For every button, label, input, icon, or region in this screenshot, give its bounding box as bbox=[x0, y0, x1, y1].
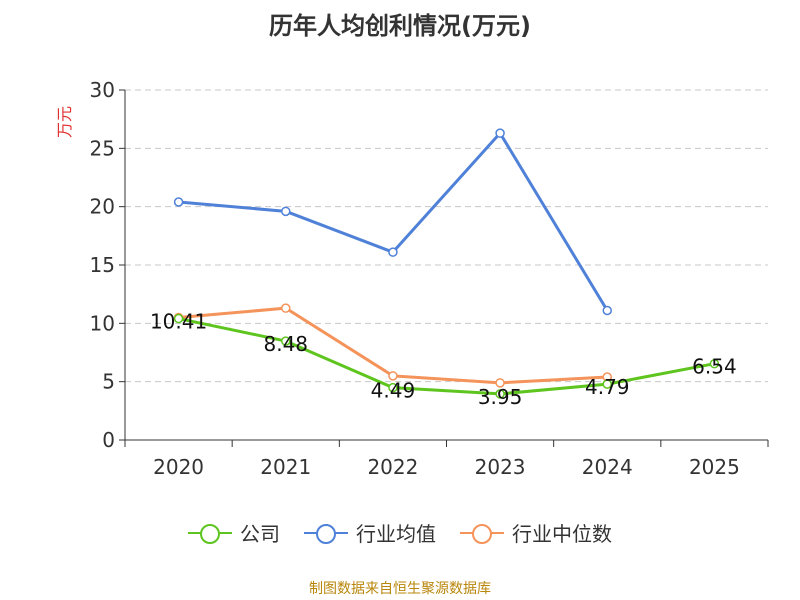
x-tick-label: 2024 bbox=[582, 455, 633, 479]
data-label-company: 6.54 bbox=[692, 355, 737, 379]
x-tick-label: 2023 bbox=[475, 455, 526, 479]
data-point-company bbox=[281, 336, 291, 346]
legend-item-industry-median[interactable]: 行业中位数 bbox=[460, 518, 612, 547]
y-tick-label: 15 bbox=[90, 253, 115, 277]
y-tick-label: 10 bbox=[90, 311, 115, 335]
data-point-company bbox=[495, 389, 505, 399]
data-label-company: 3.95 bbox=[478, 385, 523, 409]
series-line-industry-average bbox=[178, 131, 609, 312]
data-point-company bbox=[709, 358, 720, 369]
y-tick-label: 5 bbox=[102, 370, 115, 394]
legend-item-industry-average[interactable]: 行业均值 bbox=[304, 518, 436, 547]
legend-label-industry-median: 行业中位数 bbox=[512, 522, 612, 546]
series-line-company bbox=[178, 317, 715, 396]
x-tick-label: 2021 bbox=[260, 455, 311, 479]
data-point-industry-average bbox=[495, 128, 505, 138]
data-point-industry-median bbox=[388, 371, 398, 381]
legend-label-industry-average: 行业均值 bbox=[356, 522, 436, 546]
data-point-company bbox=[602, 379, 612, 389]
data-label-company: 10.41 bbox=[150, 310, 207, 334]
legend-marker-industry-average bbox=[304, 523, 348, 544]
legend: 公司 行业均值 行业中位数 bbox=[0, 518, 800, 547]
data-label-company: 4.79 bbox=[585, 375, 630, 399]
legend-item-company[interactable]: 公司 bbox=[188, 518, 280, 547]
data-point-industry-median bbox=[495, 378, 505, 388]
y-tick-label: 25 bbox=[90, 136, 115, 160]
data-label-company: 8.48 bbox=[263, 332, 308, 356]
chart-title: 历年人均创利情况(万元) bbox=[269, 12, 531, 40]
y-tick-label: 30 bbox=[90, 78, 115, 102]
data-point-industry-average bbox=[173, 197, 184, 207]
x-tick-label: 2020 bbox=[153, 455, 204, 479]
legend-marker-industry-median bbox=[460, 523, 504, 544]
data-point-industry-average bbox=[602, 305, 612, 316]
y-tick-label: 20 bbox=[90, 195, 115, 219]
data-point-company bbox=[173, 313, 184, 324]
legend-label-company: 公司 bbox=[240, 522, 280, 546]
x-tick-label: 2025 bbox=[689, 455, 740, 479]
data-point-industry-average bbox=[281, 206, 291, 217]
data-point-industry-median bbox=[281, 303, 291, 313]
legend-marker-company bbox=[188, 523, 232, 544]
data-point-company bbox=[388, 382, 398, 393]
y-axis-label: 万元 bbox=[55, 106, 74, 138]
y-tick-label: 0 bbox=[102, 428, 115, 452]
data-point-industry-average bbox=[388, 247, 398, 257]
x-tick-label: 2022 bbox=[367, 455, 418, 479]
data-label-company: 4.49 bbox=[371, 379, 416, 403]
data-source-note: 制图数据来自恒生聚源数据库 bbox=[309, 581, 491, 597]
